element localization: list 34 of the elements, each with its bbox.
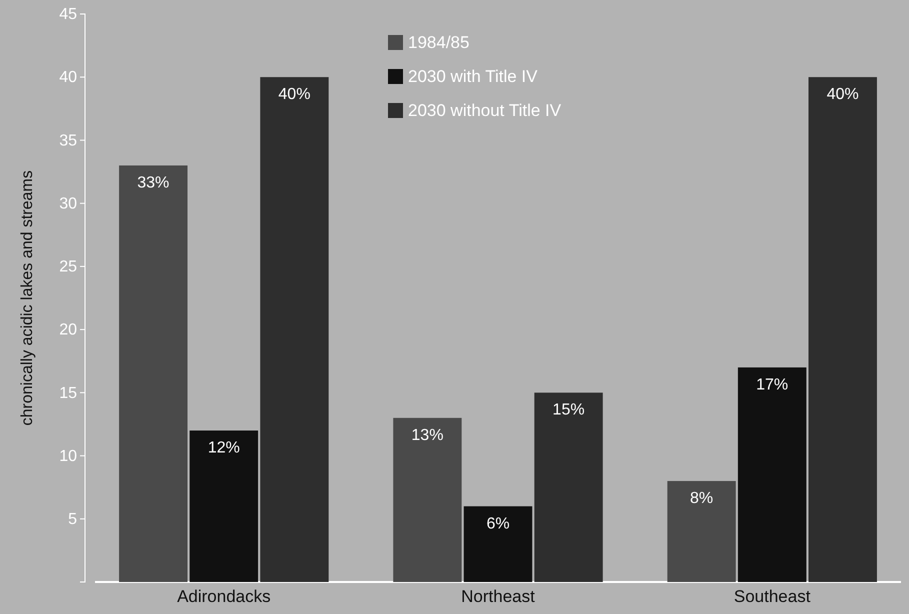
bar — [738, 367, 806, 582]
data-label: 33% — [137, 174, 170, 192]
bar — [464, 506, 532, 582]
y-tick-label: 20 — [59, 322, 78, 339]
data-label: 40% — [278, 86, 310, 104]
data-label: 12% — [208, 440, 240, 457]
y-tick-label: 5 — [68, 511, 78, 528]
y-tick-label: 45 — [59, 6, 78, 24]
x-tick-label: Adirondacks — [177, 587, 271, 606]
y-tick-label: 40 — [59, 69, 78, 86]
bar — [808, 77, 877, 582]
y-tick-label: 15 — [59, 384, 78, 402]
data-label: 17% — [756, 376, 788, 394]
x-tick-label: Northeast — [461, 587, 536, 606]
x-tick-label: Southeast — [734, 587, 811, 606]
bar — [393, 418, 462, 582]
data-label: 13% — [411, 426, 444, 444]
y-tick-label: 10 — [59, 448, 78, 465]
bar — [119, 165, 188, 582]
y-tick-label: 25 — [59, 258, 78, 276]
bar — [667, 481, 736, 582]
legend-label: 1984/85 — [408, 33, 470, 52]
legend-label: 2030 with Title IV — [408, 67, 538, 86]
y-tick-label: 35 — [59, 132, 78, 150]
y-axis-title: chronically acidic lakes and streams — [19, 170, 36, 426]
y-tick-label: 30 — [59, 195, 78, 212]
data-label: 6% — [486, 515, 510, 532]
bar — [190, 430, 258, 582]
data-label: 40% — [826, 86, 859, 104]
bar — [260, 77, 329, 582]
bar — [534, 392, 603, 582]
data-label: 8% — [690, 490, 714, 508]
legend-label: 2030 without Title IV — [408, 101, 562, 120]
data-label: 15% — [552, 402, 585, 419]
